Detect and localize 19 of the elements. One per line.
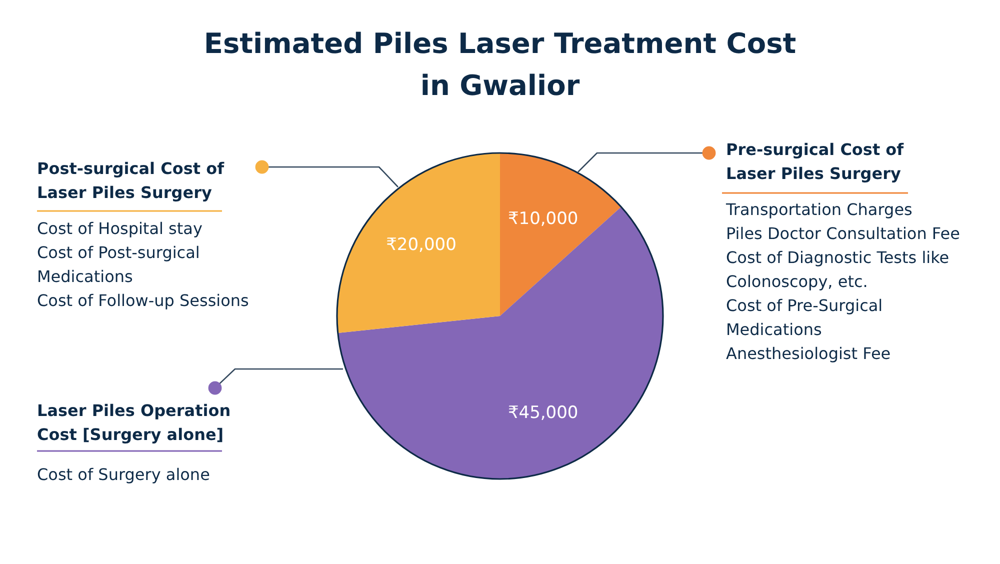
chart-title: Estimated Piles Laser Treatment Cost in Gwalior <box>204 27 796 102</box>
pie-slice <box>338 206 663 479</box>
text: Transportation Charges <box>725 200 912 219</box>
pie-slice <box>500 153 622 316</box>
text: Cost of Follow-up Sessions <box>37 291 249 310</box>
data-label: ₹45,000 <box>508 402 578 423</box>
data-label: ₹10,000 <box>508 209 578 230</box>
text: Cost of Hospital stay <box>37 219 202 238</box>
legend-label: Pre-surgical Cost of Laser Piles Surgery <box>726 140 905 183</box>
slice-label: Post-surgical Cost of Laser Piles Surgery <box>37 159 226 202</box>
slice-label: Laser Piles Operation Cost [Surgery alone] <box>37 401 231 444</box>
data-label: ₹20,000 <box>386 235 456 256</box>
text: Cost of Pre-Surgical Medications <box>726 296 883 339</box>
text: Piles Doctor Consultation Fee <box>726 224 960 243</box>
text: Cost of Diagnostic Tests like Colonoscopy, etc. <box>726 248 950 291</box>
text: Cost of Surgery alone <box>37 465 210 484</box>
text: Anesthesiologist Fee <box>726 344 891 363</box>
pie-slice <box>337 153 500 334</box>
text: Cost of Post-surgical Medications <box>37 243 200 286</box>
